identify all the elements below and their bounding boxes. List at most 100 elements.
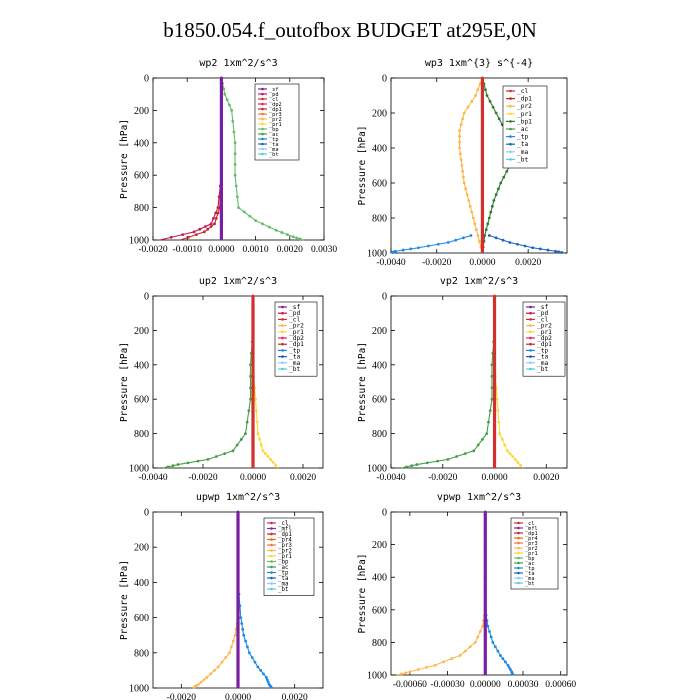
data-point — [493, 351, 496, 355]
data-point — [220, 98, 223, 101]
data-point — [458, 129, 461, 132]
data-point — [481, 228, 484, 232]
data-point — [254, 219, 257, 222]
legend-label: _bt — [278, 587, 288, 593]
data-point — [239, 616, 243, 619]
data-point — [478, 630, 482, 633]
y-tick-label: 800 — [134, 203, 149, 214]
data-point — [481, 88, 484, 92]
data-point — [280, 231, 284, 234]
data-point — [236, 581, 240, 584]
data-point — [220, 217, 223, 220]
data-point — [231, 449, 235, 453]
legend-label: _tp — [269, 137, 278, 143]
legend-label: _pr1 — [537, 329, 552, 336]
x-tick-label: 0.0020 — [533, 473, 559, 483]
data-point — [254, 397, 257, 401]
chart-vpwp: vpwp 1xm^2/s^3 Pressure [hPa] 0 200 400 600 80… — [357, 492, 576, 690]
data-point — [516, 242, 519, 246]
data-point — [269, 685, 273, 689]
data-point — [232, 130, 236, 134]
y-tick-label: 200 — [134, 543, 149, 554]
data-point — [251, 329, 255, 332]
y-tick-label: 400 — [134, 138, 149, 149]
x-tick-label: 0.0020 — [282, 693, 308, 700]
legend-label: _pr2 — [289, 323, 304, 330]
data-point — [241, 627, 245, 631]
data-point — [493, 397, 496, 401]
y-tick-label: 0 — [382, 508, 387, 519]
data-point — [501, 657, 505, 661]
data-point — [491, 105, 495, 109]
legend-label: _pr2 — [269, 117, 282, 123]
y-tick-label: 0 — [382, 292, 387, 303]
data-point — [192, 230, 196, 234]
data-point — [446, 458, 450, 461]
data-point — [477, 239, 481, 243]
data-point — [493, 409, 496, 413]
data-point — [494, 236, 498, 240]
data-point — [236, 651, 240, 655]
data-point — [249, 397, 252, 401]
data-point — [204, 225, 207, 228]
legend-label: _ta — [289, 354, 300, 361]
data-point — [220, 184, 223, 188]
data-point — [404, 671, 408, 675]
data-point — [202, 230, 206, 234]
legend-label: _pr2 — [517, 103, 532, 110]
data-point — [236, 545, 240, 549]
legend-label: _cl — [278, 521, 288, 527]
data-point — [486, 624, 490, 628]
data-point — [209, 672, 213, 676]
x-tick-label: 0.0000 — [469, 258, 495, 268]
data-point — [236, 534, 240, 537]
data-point — [409, 247, 413, 251]
legend-marker — [509, 135, 512, 138]
legend-label: _cl — [289, 316, 300, 323]
data-point — [502, 175, 506, 179]
data-point — [481, 204, 484, 208]
data-point — [267, 225, 271, 229]
data-point — [498, 432, 502, 435]
data-point — [236, 639, 240, 643]
data-point — [481, 181, 484, 185]
data-point — [251, 363, 255, 367]
y-tick-label: 200 — [372, 109, 387, 120]
legend-marker — [261, 132, 264, 136]
data-point — [508, 241, 512, 244]
legend-marker — [517, 581, 520, 585]
legend-marker — [281, 311, 284, 315]
y-tick-label: 600 — [372, 395, 387, 406]
y-tick-label: 1000 — [367, 671, 387, 682]
legend-marker — [529, 318, 532, 321]
legend-marker — [517, 576, 520, 580]
data-point — [493, 306, 496, 309]
y-tick-label: 600 — [134, 613, 149, 624]
y-tick-label: 800 — [372, 429, 387, 440]
data-point — [249, 386, 252, 390]
data-point — [212, 669, 216, 672]
legend-marker — [509, 158, 512, 161]
data-point — [410, 464, 414, 468]
data-point — [496, 649, 500, 653]
x-tick-label: -0.0020 — [138, 245, 168, 255]
legend-marker — [270, 565, 273, 569]
x-tick-label: 0.0020 — [277, 245, 303, 255]
data-point — [415, 463, 419, 466]
data-point — [485, 94, 489, 97]
legend-marker — [529, 355, 532, 358]
data-point — [483, 651, 487, 655]
legend-label: _bt — [517, 156, 528, 163]
legend-label: _dp1 — [537, 341, 552, 348]
data-point — [436, 242, 440, 246]
data-point — [489, 635, 493, 639]
y-tick-label: 800 — [372, 638, 387, 649]
data-point — [474, 94, 477, 97]
legend-marker — [509, 127, 512, 131]
y-tick-label: 1000 — [367, 464, 387, 475]
data-point — [214, 211, 218, 215]
data-point — [176, 463, 180, 466]
data-point — [214, 217, 218, 220]
data-point — [488, 99, 492, 103]
